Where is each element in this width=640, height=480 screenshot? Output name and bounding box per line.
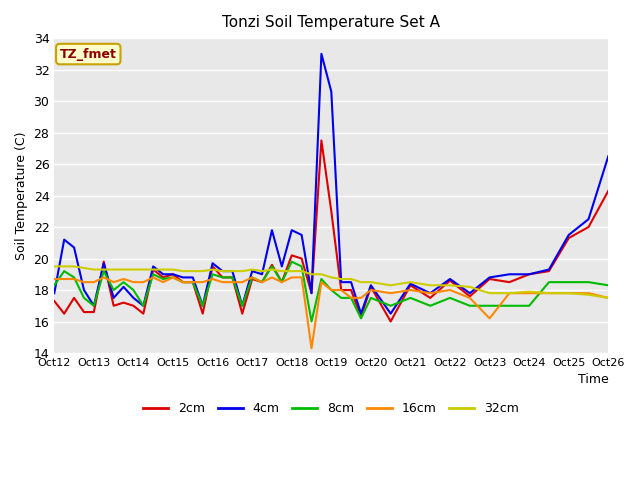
Y-axis label: Soil Temperature (C): Soil Temperature (C) [15, 132, 28, 260]
Text: TZ_fmet: TZ_fmet [60, 48, 116, 60]
Legend: 2cm, 4cm, 8cm, 16cm, 32cm: 2cm, 4cm, 8cm, 16cm, 32cm [138, 397, 524, 420]
Title: Tonzi Soil Temperature Set A: Tonzi Soil Temperature Set A [222, 15, 440, 30]
X-axis label: Time: Time [577, 373, 608, 386]
